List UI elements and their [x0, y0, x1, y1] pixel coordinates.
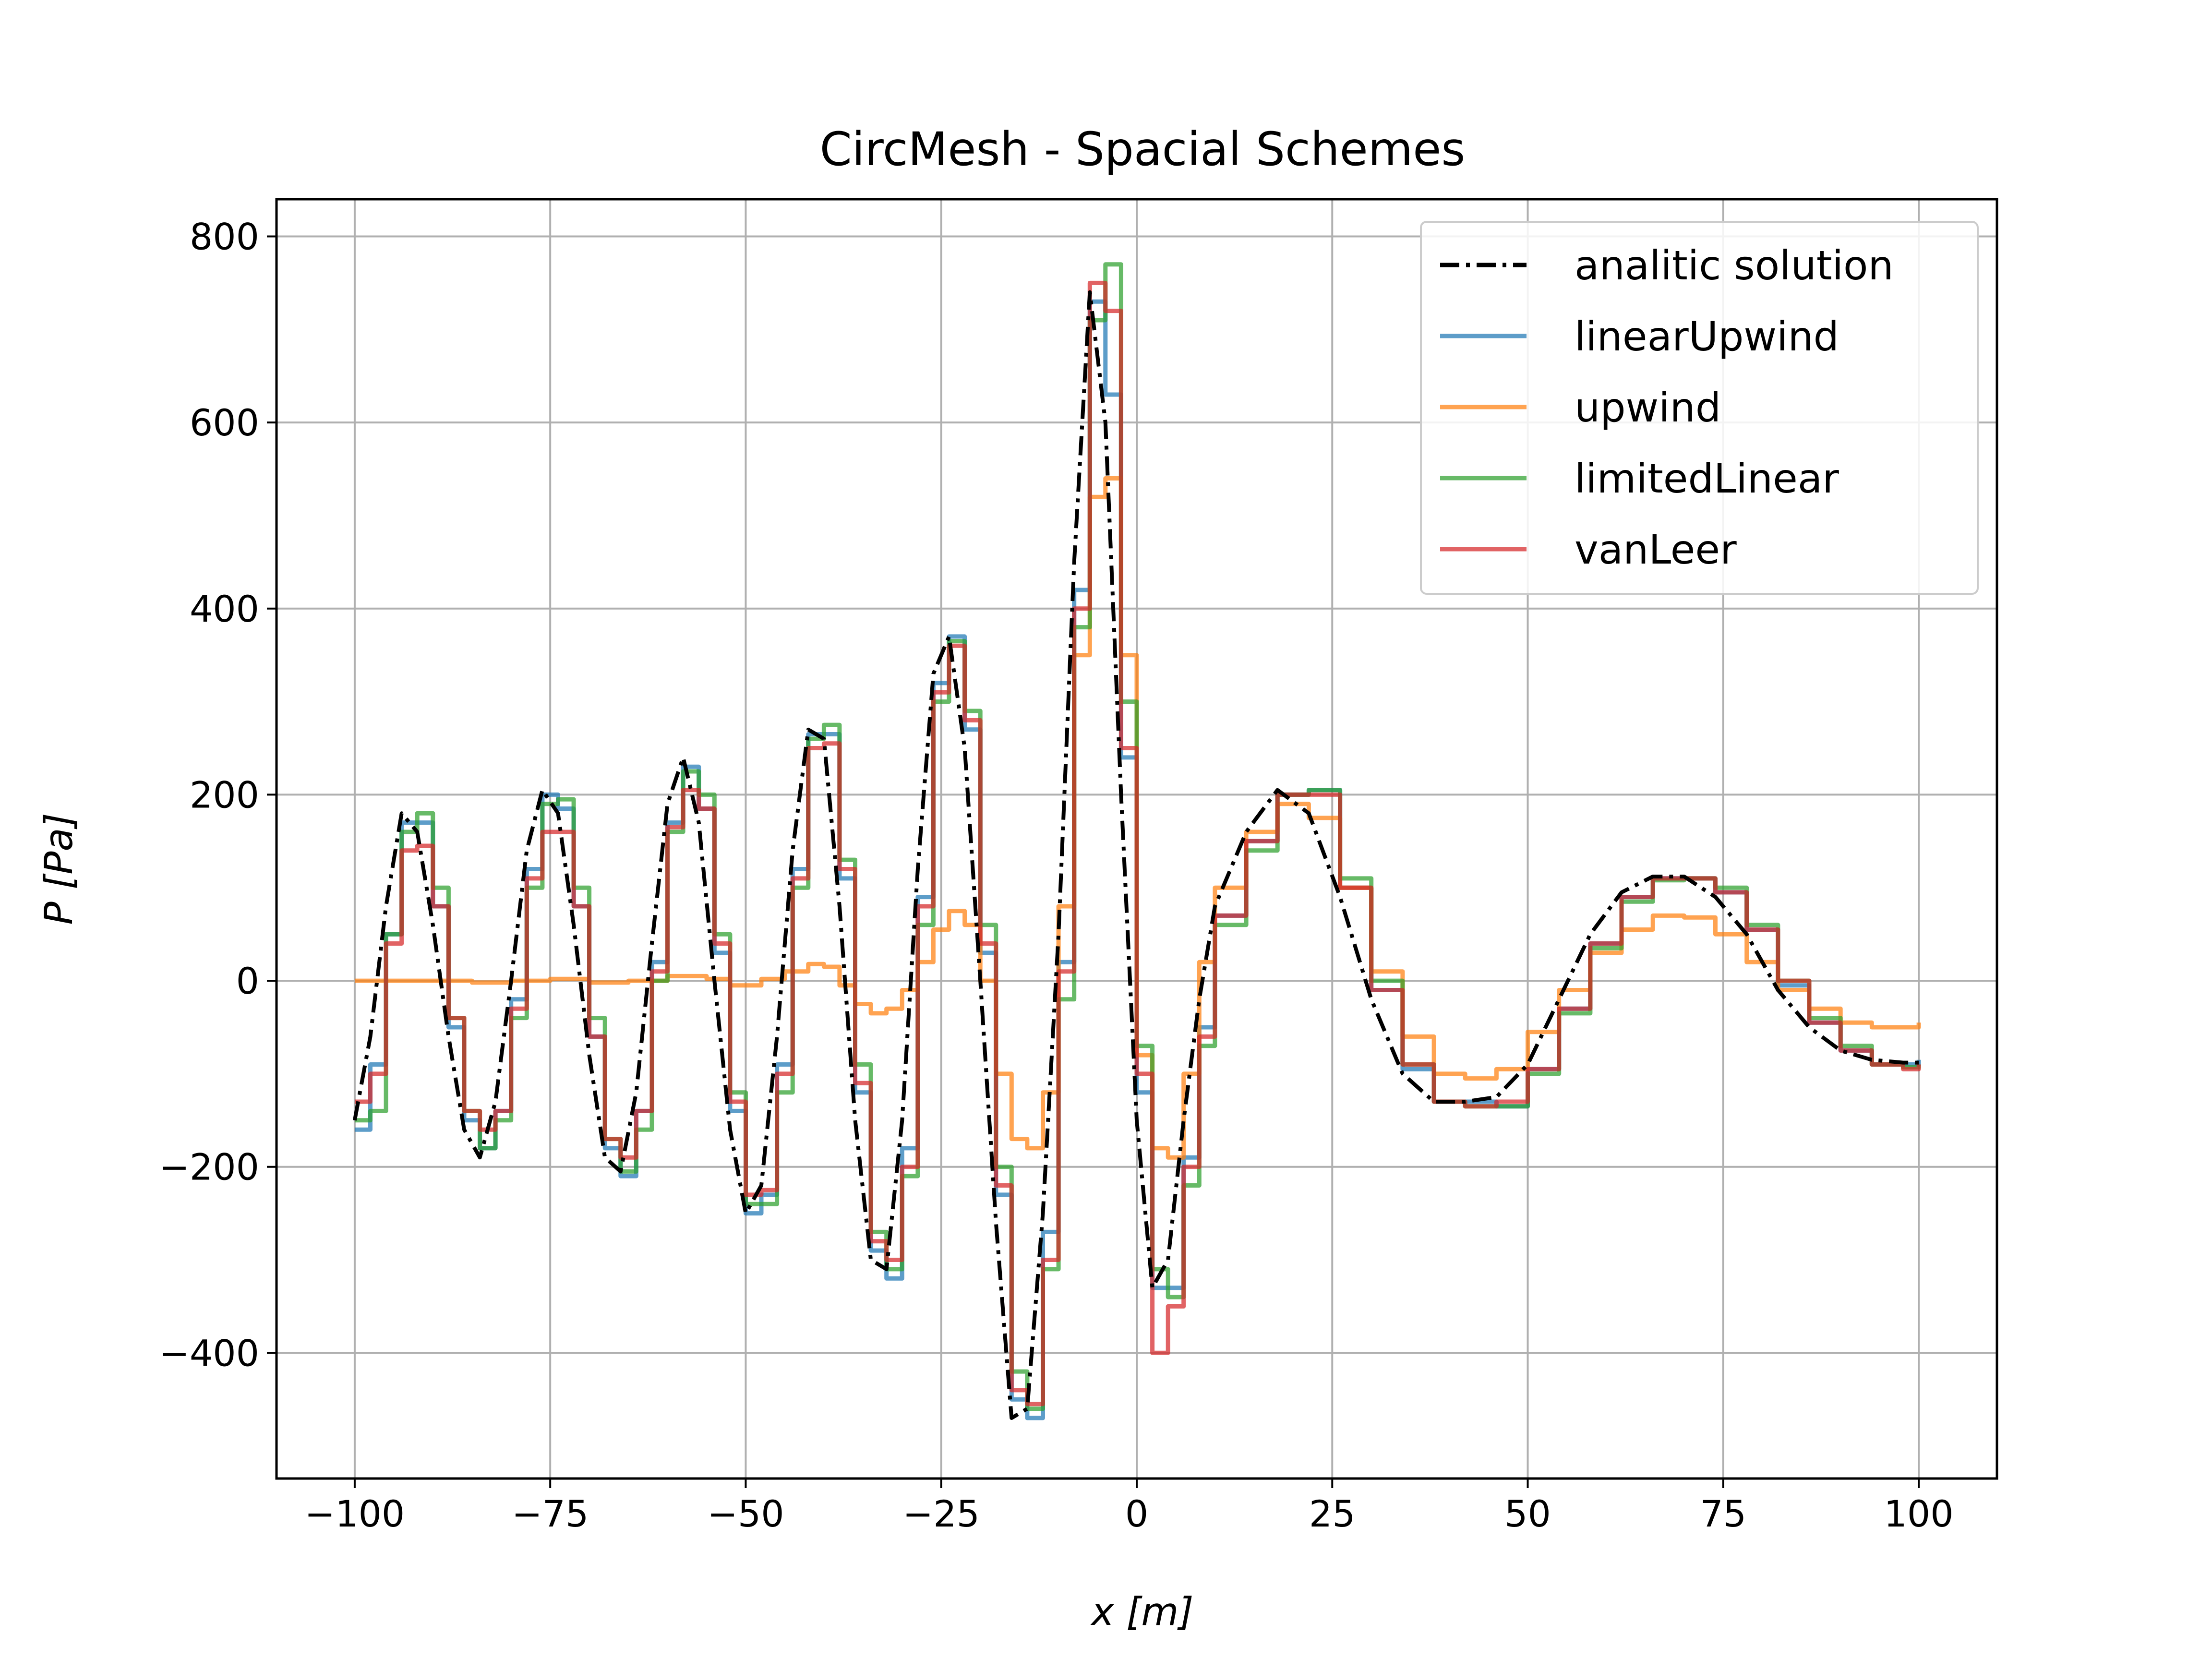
x-tick-label: 25 — [1309, 1492, 1356, 1535]
y-tick-label: 600 — [190, 401, 259, 444]
chart-title: CircMesh - Spacial Schemes — [820, 122, 1466, 176]
x-tick-label: 0 — [1125, 1492, 1148, 1535]
legend-box — [1420, 221, 1979, 595]
series-line-0 — [352, 290, 1919, 1420]
y-tick-label: 0 — [236, 960, 259, 1002]
x-tick-label: 75 — [1700, 1492, 1746, 1535]
series-layer — [352, 262, 1921, 1420]
legend: analitic solution linearUpwind upwind limit… — [1420, 221, 1979, 595]
y-tick-label: 800 — [190, 216, 259, 258]
y-axis: −400 −200 0 200 400 600 800 — [159, 216, 276, 1374]
y-tick-label: 200 — [190, 773, 259, 816]
y-axis-title: P [Pa] — [36, 813, 81, 925]
x-axis-title: x [m] — [1090, 1589, 1193, 1634]
x-tick-label: −25 — [903, 1492, 980, 1535]
legend-label-0: analitic solution — [1575, 242, 1894, 289]
legend-label-1: linearUpwind — [1575, 313, 1839, 360]
y-tick-label: −400 — [159, 1332, 259, 1374]
y-tick-label: −200 — [159, 1146, 259, 1189]
x-axis: −100 −75 −50 −25 0 25 50 75 100 — [305, 1479, 1954, 1535]
legend-label-4: vanLeer — [1575, 526, 1737, 573]
x-tick-label: −100 — [305, 1492, 405, 1535]
x-tick-label: 100 — [1884, 1492, 1954, 1535]
x-tick-label: −50 — [707, 1492, 784, 1535]
x-tick-label: 50 — [1504, 1492, 1551, 1535]
y-tick-label: 400 — [190, 588, 259, 630]
legend-label-3: limitedLinear — [1575, 455, 1839, 502]
series-line-4 — [354, 280, 1921, 1407]
legend-label-2: upwind — [1575, 384, 1721, 431]
x-tick-label: −75 — [512, 1492, 589, 1535]
